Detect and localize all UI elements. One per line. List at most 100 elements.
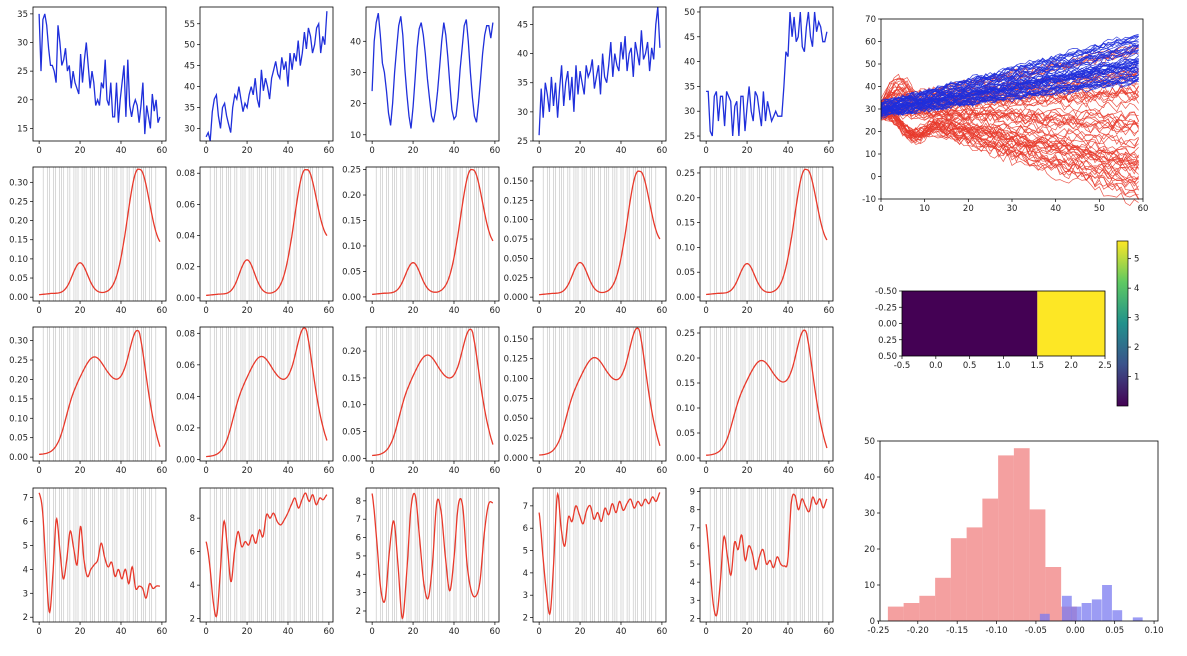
subplot-r4c2: 0 20 40 60 2 4 6 8 — [190, 487, 334, 637]
x-tick-label: 60 — [823, 466, 834, 476]
colorbar-tick-label: 1 — [1134, 373, 1139, 383]
red-trajectory — [880, 110, 1139, 163]
red-trajectory — [880, 114, 1139, 184]
plot-frame — [699, 6, 834, 142]
blue-trajectory — [880, 39, 1139, 107]
y-tick-label: 0.15 — [9, 236, 28, 246]
y-tick-label: 5 — [23, 541, 28, 551]
series-line — [705, 493, 828, 617]
x-tick-label: 60 — [156, 306, 167, 316]
y-tick-label: 0.30 — [9, 337, 28, 347]
y-tick-label: 0.10 — [9, 255, 28, 265]
y-tick-label: 0.05 — [9, 274, 28, 284]
plot-frame — [879, 440, 1159, 622]
y-tick-label: 9 — [690, 488, 695, 498]
y-tick-label: 0.050 — [504, 254, 528, 264]
subplot-r3c4: 0 20 40 60 0.000 0.025 0.050 0.075 0.100 0.125 0.1… — [504, 326, 667, 476]
subplot-r1c4: 0 20 40 60 25 30 35 40 45 — [517, 6, 667, 156]
y-tick-label: 6 — [190, 548, 195, 558]
y-tick-label: 0.000 — [504, 454, 528, 464]
x-tick-label: 0 — [203, 466, 208, 476]
x-tick-label: 40 — [616, 627, 627, 637]
x-tick-label: 60 — [489, 306, 500, 316]
x-tick-label: 60 — [823, 627, 834, 637]
x-tick-label: 20 — [742, 146, 753, 156]
x-tick-label: 20 — [242, 146, 253, 156]
y-tick-label: 0.06 — [176, 361, 195, 371]
subplot-r1c3: 0 20 40 60 10 20 30 40 — [350, 6, 500, 156]
plot-frame — [532, 487, 667, 623]
x-tick-label: 0.5 — [963, 361, 977, 371]
red-trajectory — [880, 107, 1139, 173]
red-trajectory — [880, 108, 1139, 167]
heatmap-cell — [1037, 291, 1105, 356]
x-tick-label: 0 — [369, 627, 374, 637]
y-tick-label: 35 — [517, 79, 528, 89]
x-tick-label: 0 — [536, 466, 541, 476]
y-tick-label: 5 — [356, 552, 361, 562]
y-tick-label: 0.25 — [676, 169, 695, 179]
x-tick-label: 0.05 — [1105, 626, 1124, 636]
x-tick-label: 20 — [575, 146, 586, 156]
x-tick-label: 40 — [616, 466, 627, 476]
x-tick-label: -0.20 — [907, 626, 929, 636]
blue-trajectory — [880, 60, 1139, 113]
y-tick-label: 0.150 — [504, 177, 528, 187]
red-trajectory — [880, 110, 1139, 191]
x-tick-label: 60 — [323, 146, 334, 156]
histogram-panel: -0.25 -0.20 -0.15 -0.10 -0.05 0.00 0.05 0.10 0 10… — [864, 437, 1163, 636]
x-tick-label: 60 — [1138, 204, 1149, 214]
x-tick-label: 60 — [489, 466, 500, 476]
colorbar-tick-label: 2 — [1134, 343, 1139, 353]
plot-frame — [699, 326, 834, 462]
y-tick-label: 0.15 — [342, 374, 361, 384]
red-trajectory — [880, 108, 1139, 170]
x-tick-label: 10 — [919, 204, 930, 214]
series-line — [538, 491, 661, 616]
x-tick-label: 40 — [116, 306, 127, 316]
y-tick-label: 0 — [870, 617, 875, 627]
plot-frame — [199, 6, 334, 142]
x-tick-label: 20 — [242, 306, 253, 316]
x-tick-label: 50 — [1094, 204, 1105, 214]
x-tick-label: 40 — [449, 627, 460, 637]
subplot-r3c1: 0 20 40 60 0.00 0.05 0.10 0.15 0.20 0.25 0.30 — [9, 326, 167, 476]
red-trajectory — [880, 109, 1139, 187]
red-trajectory — [880, 103, 1139, 130]
blue-trajectory — [880, 49, 1139, 109]
x-tick-label: 0.0 — [929, 361, 943, 371]
series-line — [372, 168, 494, 296]
y-tick-label: 30 — [350, 68, 361, 78]
x-tick-label: 40 — [116, 627, 127, 637]
y-tick-label: 35 — [184, 104, 195, 114]
y-tick-label: 0.10 — [9, 414, 28, 424]
series-line — [706, 168, 828, 296]
y-tick-label: 5 — [690, 560, 695, 570]
series-line — [538, 6, 661, 136]
blue-trajectory — [880, 36, 1139, 106]
x-tick-label: 20 — [742, 306, 753, 316]
y-tick-label: 50 — [865, 60, 876, 70]
y-tick-label: 3 — [356, 589, 361, 599]
y-tick-label: 0.15 — [9, 395, 28, 405]
histogram-bar — [1112, 610, 1123, 621]
plot-frame — [699, 166, 834, 302]
y-tick-label: 0.04 — [176, 232, 195, 242]
x-tick-label: 0.10 — [1145, 626, 1164, 636]
x-tick-label: 60 — [823, 306, 834, 316]
heatmap-cell — [902, 291, 1038, 356]
subplot-r1c5: 0 20 40 60 25 30 35 40 45 50 — [684, 6, 834, 156]
histogram-bar — [1071, 606, 1082, 621]
x-tick-label: 20 — [575, 466, 586, 476]
plot-frame — [32, 166, 167, 302]
series-line — [38, 13, 161, 135]
y-tick-label: 0.00 — [9, 293, 28, 303]
y-tick-label: 0.000 — [504, 293, 528, 303]
plot-frame — [32, 6, 167, 142]
y-tick-label: 45 — [184, 62, 195, 72]
subplot-r4c4: 0 20 40 60 2 3 4 5 6 7 — [523, 487, 667, 637]
y-tick-label: 4 — [356, 570, 361, 580]
y-tick-label: 30 — [17, 39, 28, 49]
